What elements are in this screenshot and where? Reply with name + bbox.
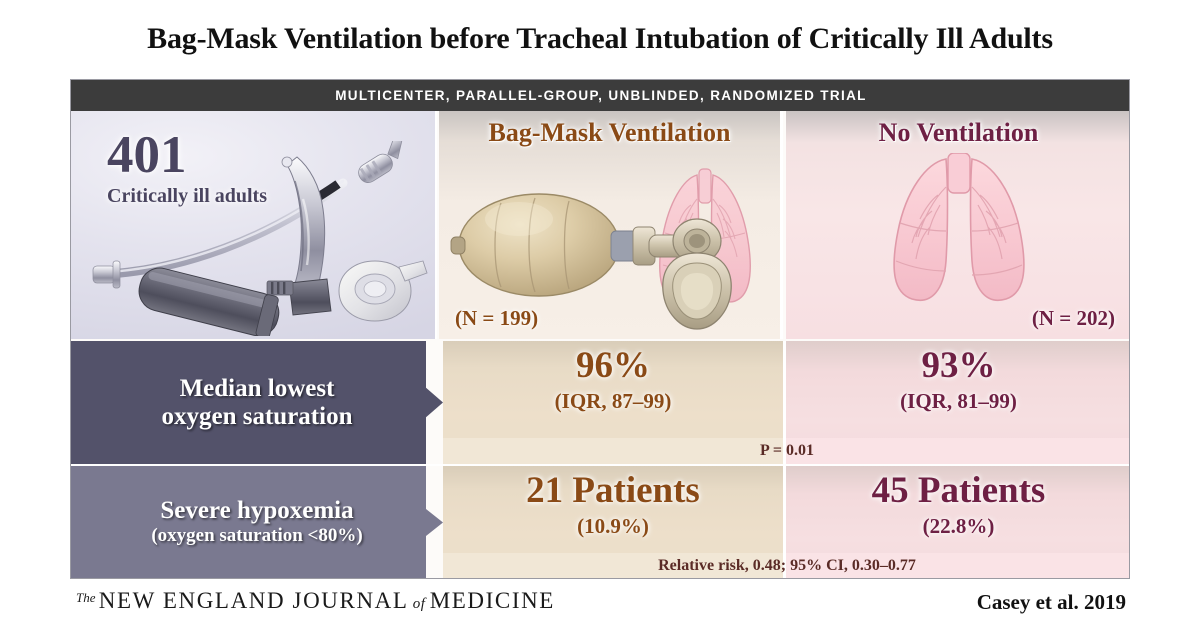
row2-statistic: Relative risk, 0.48; 95% CI, 0.30–0.77 <box>443 553 1129 578</box>
row2-no-ventilation-detail: (22.8%) <box>922 514 995 538</box>
journal-logotype-of: of <box>408 596 430 612</box>
row2-statistic-background <box>443 553 1129 578</box>
row1-label-line1: Median lowest <box>179 374 335 402</box>
bag-valve-mask-and-lungs-illustration <box>450 168 751 330</box>
row2-bag-mask-value: 21 Patients <box>526 470 700 511</box>
citation: Casey et al. 2019 <box>976 590 1126 614</box>
row1-no-ventilation-detail: (IQR, 81–99) <box>900 389 1017 413</box>
result-row-severe-hypoxemia: 21 Patients (10.9%) 45 Patients (22.8%) … <box>71 466 1129 578</box>
journal-logotype: The NEW ENGLAND JOURNAL of MEDICINE <box>76 588 555 614</box>
row1-statistic-background <box>443 438 1129 464</box>
lungs-illustration <box>893 153 1025 301</box>
study-design-bar: MULTICENTER, PARALLEL-GROUP, UNBLINDED, … <box>71 80 1129 111</box>
page-title: Bag-Mask Ventilation before Tracheal Int… <box>147 22 1053 55</box>
no-ventilation-n-label: (N = 202) <box>1031 306 1115 330</box>
enrolled-count-label: Critically ill adults <box>107 185 267 207</box>
row1-bag-mask-value: 96% <box>576 345 650 386</box>
enrolled-count: 401 <box>107 126 187 184</box>
panels-row: 401 Critically ill adults <box>71 111 1129 339</box>
panel-heading-bag-mask-ventilation: Bag-Mask Ventilation <box>488 118 731 147</box>
row1-no-ventilation-value: 93% <box>921 345 996 386</box>
journal-logotype-the: The <box>76 590 99 605</box>
panel-no-ventilation: No Ventilation <box>786 111 1129 339</box>
row1-statistic-text: P = 0.01 <box>759 442 814 459</box>
row1-bag-mask-detail: (IQR, 87–99) <box>554 389 672 413</box>
row1-statistic: P = 0.01 <box>443 438 1129 464</box>
journal-logotype-name-2: MEDICINE <box>429 588 555 613</box>
row2-label-sublabel: (oxygen saturation <80%) <box>151 525 363 547</box>
infographic-frame: MULTICENTER, PARALLEL-GROUP, UNBLINDED, … <box>70 79 1130 579</box>
row1-label-cell: Median lowest oxygen saturation <box>71 341 443 464</box>
panel-bag-mask-ventilation: Bag-Mask Ventilation <box>439 111 783 339</box>
row2-statistic-text: Relative risk, 0.48; 95% CI, 0.30–0.77 <box>658 557 916 574</box>
row1-label-line2: oxygen saturation <box>161 402 353 430</box>
bag-mask-n-label: (N = 199) <box>455 306 539 330</box>
panel-heading-no-ventilation: No Ventilation <box>878 118 1039 147</box>
row2-label-line1: Severe hypoxemia <box>160 497 354 525</box>
result-row-median-oxygen-saturation: 96% (IQR, 87–99) 93% (IQR, 81–99) P = 0.… <box>71 341 1129 464</box>
journal-logotype-name: NEW ENGLAND JOURNAL <box>98 588 409 613</box>
laryngoscope-and-endotracheal-tube-illustration <box>92 141 428 336</box>
row2-label-cell: Severe hypoxemia (oxygen saturation <80%… <box>71 466 443 578</box>
panel-enrollment: 401 Critically ill adults <box>71 111 437 339</box>
row2-bag-mask-detail: (10.9%) <box>577 514 649 538</box>
row2-no-ventilation-value: 45 Patients <box>871 470 1046 511</box>
row-divider <box>71 464 1129 466</box>
